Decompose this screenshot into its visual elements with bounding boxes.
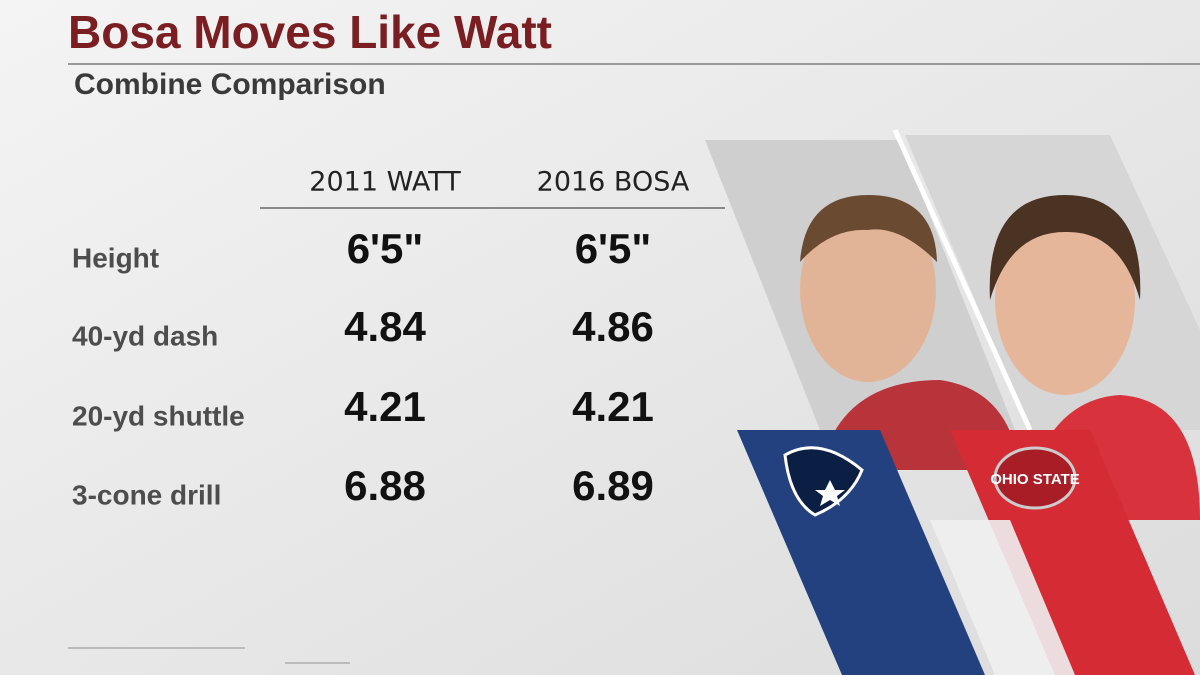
cell-value: 6'5" [347, 225, 424, 272]
cell-value: 4.21 [572, 383, 654, 430]
cell-value: 6.88 [344, 462, 426, 509]
cell-value: 6'5" [575, 225, 652, 272]
stripe [930, 520, 1075, 675]
row-label: 20-yd shuttle [72, 400, 245, 431]
bg-watermark [180, 67, 324, 648]
column-header: 2011 WATT [309, 167, 461, 198]
title: Bosa Moves Like Watt [68, 6, 552, 58]
row-label: 3-cone drill [72, 479, 221, 510]
row-label: 40-yd dash [72, 320, 218, 351]
ohio-state-logo: OHIO STATE [990, 446, 1080, 510]
cell-value: 6.89 [572, 462, 654, 509]
player-face [800, 198, 936, 382]
player-hair [989, 195, 1141, 300]
column-header: 2016 BOSA [537, 167, 690, 198]
cell-value: 4.86 [572, 303, 654, 350]
cell-value: 4.21 [344, 383, 426, 430]
cell-value: 4.84 [344, 303, 426, 350]
row-label: Height [72, 242, 159, 273]
logo-text: OHIO STATE [990, 471, 1079, 488]
player-face [995, 205, 1135, 395]
divider [892, 128, 1033, 432]
texans-logo [783, 446, 864, 517]
player-hair [800, 195, 937, 262]
table: 2011 WATT 2016 BOSA Height 6'5" 6'5" 40-yd da… [72, 167, 690, 511]
subtitle: Combine Comparison [74, 68, 386, 101]
